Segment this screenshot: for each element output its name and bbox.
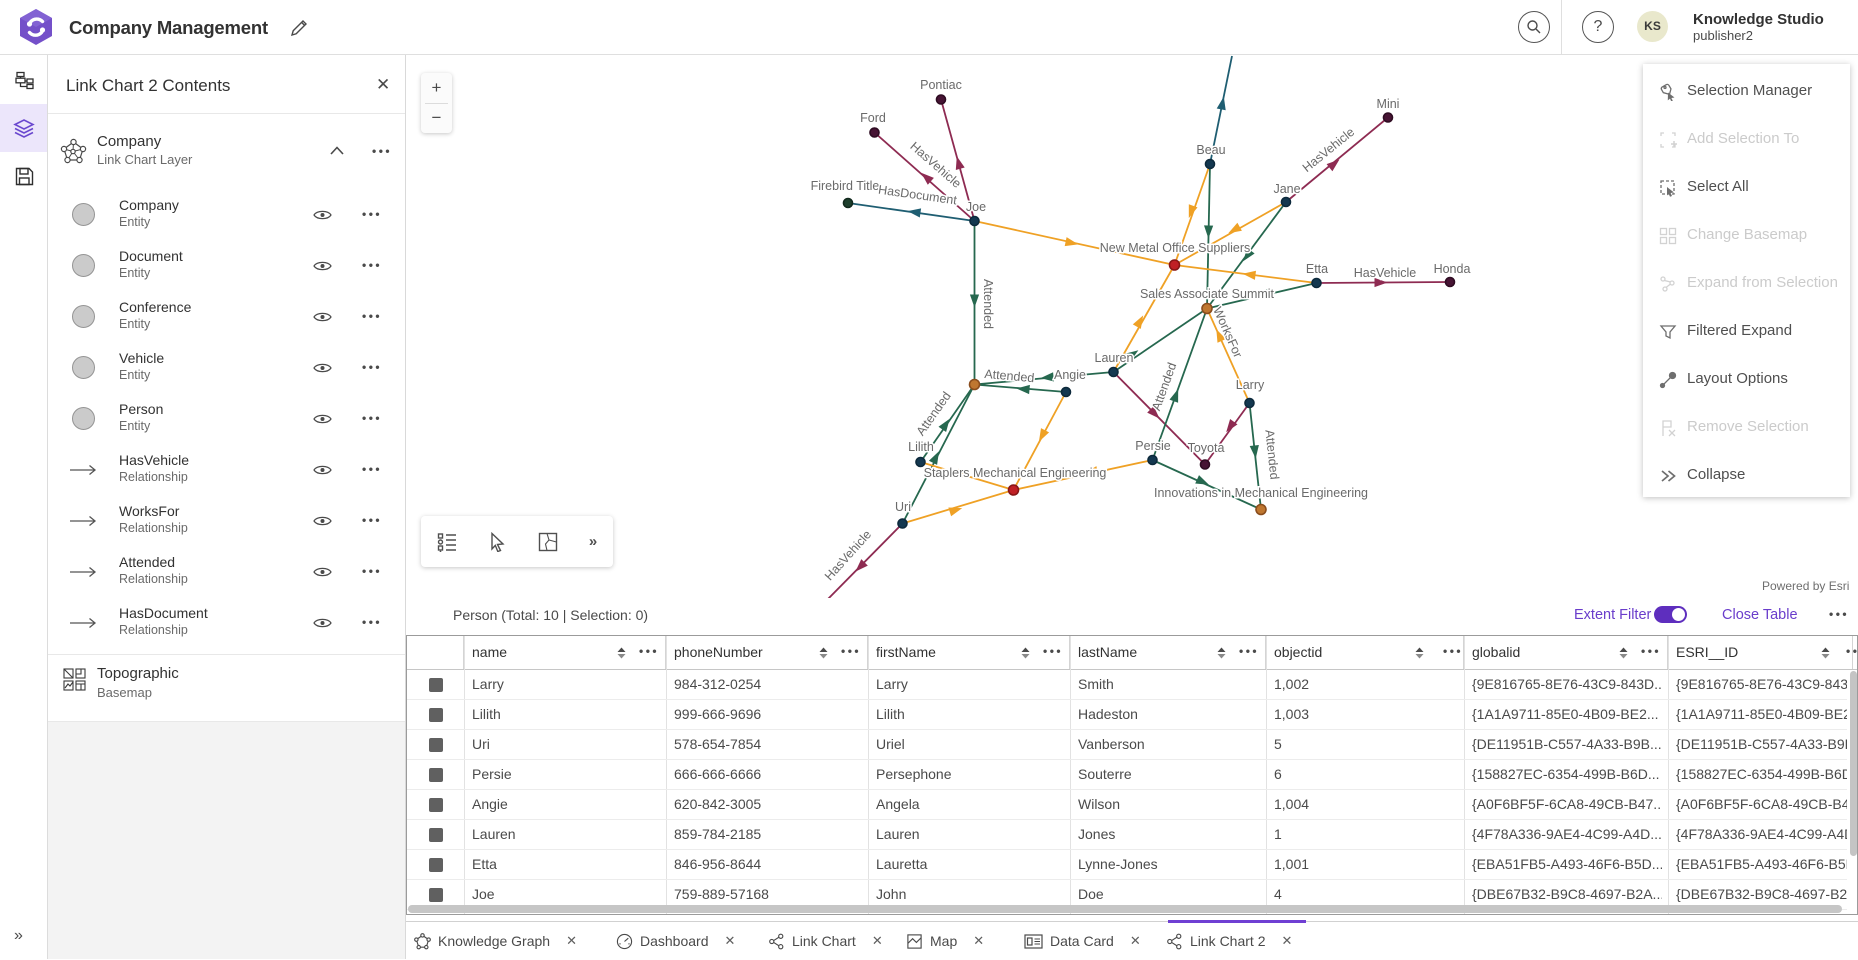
svg-text:Staplers Mechanical Engineerin: Staplers Mechanical Engineering (924, 466, 1107, 480)
svg-text:Etta: Etta (1306, 262, 1328, 276)
svg-text:Larry: Larry (1236, 378, 1265, 392)
svg-text:New Metal Office Suppliers: New Metal Office Suppliers (1100, 241, 1251, 255)
svg-text:Attended: Attended (1262, 429, 1281, 480)
svg-text:Uri: Uri (895, 500, 911, 514)
svg-text:Angie: Angie (1054, 368, 1086, 382)
svg-text:HasVehicle: HasVehicle (907, 139, 963, 191)
svg-text:Mini: Mini (1377, 97, 1400, 111)
svg-text:Firebird Title: Firebird Title (811, 179, 880, 193)
svg-text:Ford: Ford (860, 111, 886, 125)
svg-text:Sales Associate Summit: Sales Associate Summit (1140, 287, 1275, 301)
svg-text:Pontiac: Pontiac (920, 78, 962, 92)
svg-text:Persie: Persie (1135, 439, 1170, 453)
svg-text:Attended: Attended (914, 389, 954, 438)
svg-text:Attended: Attended (1149, 361, 1179, 413)
svg-text:Toyota: Toyota (1188, 441, 1225, 455)
svg-text:Innovations in Mechanical Engi: Innovations in Mechanical Engineering (1154, 486, 1368, 500)
svg-text:Lauren: Lauren (1095, 351, 1134, 365)
svg-text:Joe: Joe (966, 200, 986, 214)
svg-text:Lilith: Lilith (908, 440, 934, 454)
svg-text:WorksFor: WorksFor (1210, 305, 1245, 360)
svg-text:Attended: Attended (981, 279, 995, 329)
svg-text:HasVehicle: HasVehicle (822, 527, 874, 583)
svg-text:Attended: Attended (984, 367, 1035, 385)
svg-text:Honda: Honda (1434, 262, 1471, 276)
svg-text:Beau: Beau (1196, 143, 1225, 157)
svg-text:HasVehicle: HasVehicle (1354, 266, 1417, 280)
svg-text:Jane: Jane (1273, 182, 1300, 196)
svg-text:HasDocument: HasDocument (877, 183, 958, 208)
